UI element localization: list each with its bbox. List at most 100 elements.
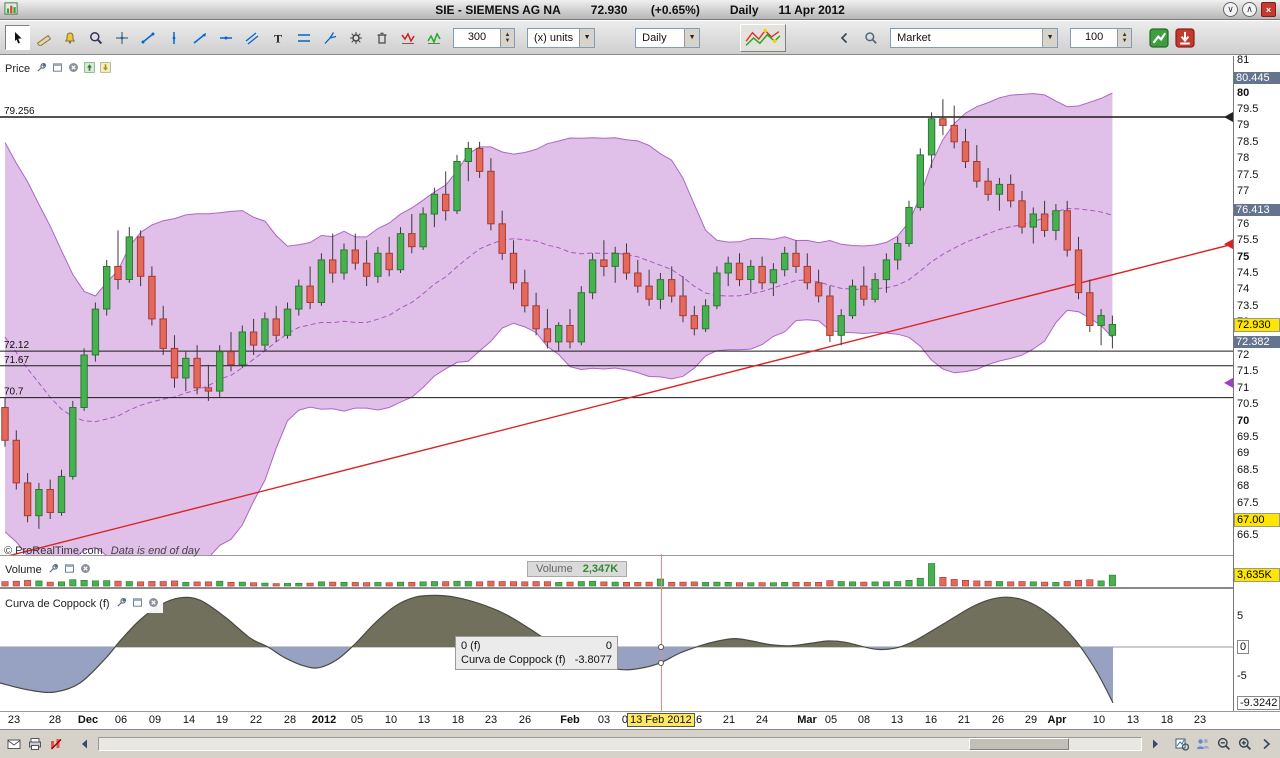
- collapse-left-button[interactable]: [832, 25, 857, 50]
- edge-marker: [1224, 377, 1233, 388]
- close-icon[interactable]: [147, 596, 160, 612]
- text-tool[interactable]: T: [265, 25, 290, 50]
- units-dropdown[interactable]: (x) units ▼: [527, 27, 596, 48]
- market-value[interactable]: Market: [897, 31, 931, 44]
- zoom-tool[interactable]: [83, 25, 108, 50]
- channel-tool[interactable]: [239, 25, 264, 50]
- window-icon: [132, 598, 142, 607]
- window-icon[interactable]: [131, 596, 144, 612]
- scrollbar-thumb[interactable]: [969, 738, 1070, 750]
- ray-tool[interactable]: [187, 25, 212, 50]
- expand-right-icon: [1262, 738, 1270, 750]
- price-chart[interactable]: 79.256 72.12 71.67 70.7: [0, 56, 1233, 556]
- alert-tool[interactable]: [57, 25, 82, 50]
- price-tick: 67.5: [1237, 496, 1259, 509]
- chevron-down-icon[interactable]: ▼: [1042, 28, 1058, 47]
- zoom-in-icon[interactable]: [1234, 733, 1255, 755]
- chevron-down-icon[interactable]: ▼: [579, 28, 595, 47]
- buy-panel-button[interactable]: [1146, 25, 1171, 50]
- measure-tool[interactable]: [31, 25, 56, 50]
- disconnect-icon[interactable]: [46, 733, 67, 755]
- pattern-up-tool[interactable]: [421, 25, 446, 50]
- price-tick: 71: [1237, 381, 1250, 394]
- price-value-badge: 72.930: [1234, 318, 1280, 333]
- close-icon[interactable]: [79, 562, 92, 578]
- pattern-down-tool[interactable]: [395, 25, 420, 50]
- sell-panel-button: [1175, 27, 1195, 48]
- wrench-icon: [49, 563, 58, 573]
- price-tick: 72: [1237, 348, 1250, 361]
- pointer-tool[interactable]: [5, 25, 30, 50]
- wrench-icon[interactable]: [35, 61, 48, 77]
- price-tick: 73.5: [1237, 299, 1259, 312]
- users-icon[interactable]: [1192, 733, 1213, 755]
- quantity-value[interactable]: 100: [1084, 30, 1104, 43]
- spinner-arrows-icon[interactable]: ▲ ▼: [500, 28, 514, 47]
- pattern-detector-button[interactable]: [740, 23, 787, 52]
- pointer-tool: [14, 31, 21, 43]
- expand-right-icon[interactable]: [1255, 733, 1276, 755]
- hline-tool[interactable]: [213, 25, 238, 50]
- pitchfork-tool[interactable]: [317, 25, 342, 50]
- wrench-icon[interactable]: [115, 596, 128, 612]
- wrench-icon[interactable]: [47, 562, 60, 578]
- chart-plot-area[interactable]: 79.256 72.12 71.67 70.7 Price © ProRealTime…: [0, 56, 1233, 729]
- parallel-tool[interactable]: [291, 25, 316, 50]
- price-axis[interactable]: 81 80.445 80 79.5 79 78.5 78 77.5 77 76.413 76 75.5…: [1233, 54, 1280, 729]
- mail-icon[interactable]: [4, 733, 25, 755]
- delete-tool[interactable]: [369, 25, 394, 50]
- tooltip-row-value: -3.8077: [574, 654, 612, 666]
- window-icon[interactable]: [51, 61, 64, 77]
- date-label: 26: [991, 714, 1005, 726]
- market-dropdown[interactable]: Market ▼: [890, 27, 1059, 48]
- sell-arrow-icon[interactable]: [99, 61, 112, 77]
- level-label: 71.67: [4, 355, 29, 366]
- scroll-right-button[interactable]: [1145, 733, 1166, 755]
- zoom-out-icon: [1217, 737, 1230, 751]
- price-tick: 75.5: [1237, 234, 1259, 247]
- volume-tooltip-value: 2,347K: [582, 563, 619, 575]
- time-axis[interactable]: 23 28 Dec 06 09 14 19 22 28 2012 05 10 13 18 23 26 Feb 03…: [0, 711, 1280, 729]
- quantity-spinner[interactable]: 100 ▲ ▼: [1070, 27, 1133, 48]
- date-label: 18: [1160, 714, 1174, 726]
- timeframe-value[interactable]: Daily: [642, 31, 667, 44]
- close-icon: [69, 63, 79, 72]
- window-maximize-button[interactable]: ∧: [1242, 2, 1257, 17]
- timeframe-dropdown[interactable]: Daily ▼: [635, 27, 701, 48]
- date-label: 10: [1092, 714, 1106, 726]
- pattern-down-tool: [400, 31, 415, 44]
- price-tick: 69.5: [1237, 430, 1259, 443]
- window-close-button[interactable]: ×: [1261, 2, 1276, 17]
- date-label: Dec: [77, 714, 99, 726]
- bars-count-spinner[interactable]: 300 ▲ ▼: [453, 27, 515, 48]
- close-icon[interactable]: [67, 61, 80, 77]
- chart-zoom-icon[interactable]: [1172, 733, 1193, 755]
- date-label: 23: [1193, 714, 1207, 726]
- zoom-out-icon[interactable]: [1213, 733, 1234, 755]
- parallel-tool: [297, 33, 310, 42]
- bars-count-value[interactable]: 300: [467, 30, 487, 43]
- scroll-left-button[interactable]: [74, 733, 95, 755]
- crosshair-tool[interactable]: [109, 25, 134, 50]
- settings-tool[interactable]: [343, 25, 368, 50]
- volume-tooltip: Volume 2,347K: [527, 561, 628, 577]
- window-minimize-button[interactable]: ∨: [1223, 2, 1238, 17]
- print-icon[interactable]: [25, 733, 46, 755]
- chevron-down-icon[interactable]: ▼: [684, 28, 700, 47]
- coppock-area-positive: [0, 595, 1113, 647]
- coppock-panel-title: Curva de Coppock (f): [5, 598, 110, 610]
- coppock-tick: -5: [1237, 670, 1247, 682]
- vline-tool[interactable]: [161, 25, 186, 50]
- volume-chart[interactable]: [0, 556, 1233, 587]
- window-icon[interactable]: [63, 562, 76, 578]
- level-label: 72.12: [4, 340, 29, 351]
- title-symbol: SIE - SIEMENS AG NA: [435, 2, 561, 17]
- sell-panel-button[interactable]: [1172, 25, 1197, 50]
- buy-arrow-icon[interactable]: [83, 61, 96, 77]
- chart-scrollbar[interactable]: [98, 737, 1143, 751]
- pitchfork-tool: [324, 31, 336, 44]
- units-value[interactable]: (x) units: [534, 31, 574, 44]
- lookup-button[interactable]: [858, 25, 883, 50]
- segment-tool[interactable]: [135, 25, 160, 50]
- spinner-arrows-icon[interactable]: ▲ ▼: [1117, 28, 1132, 47]
